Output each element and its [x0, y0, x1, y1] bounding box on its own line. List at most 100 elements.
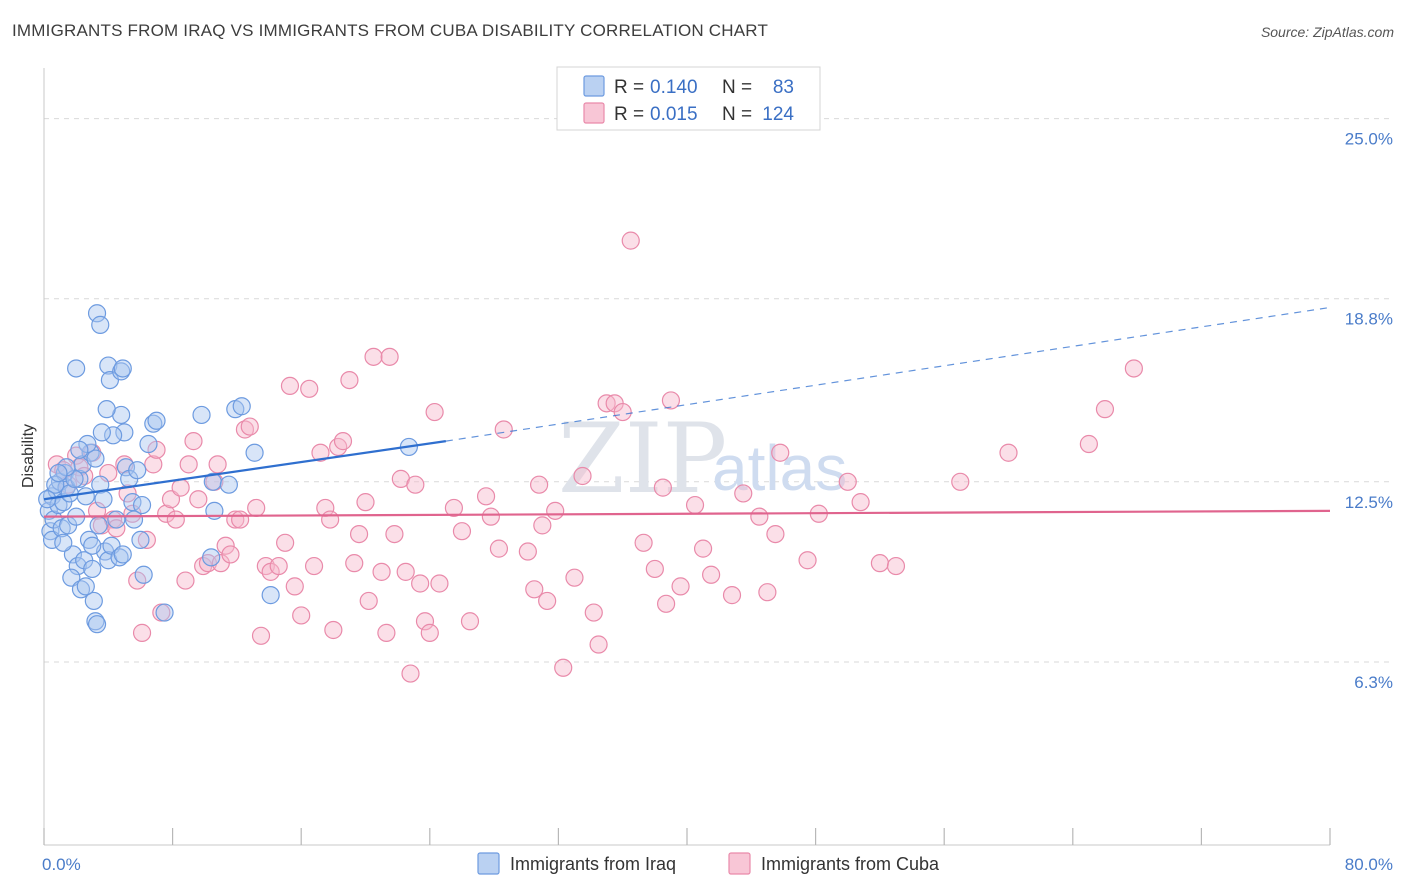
series-iraq-points	[38, 304, 419, 634]
point-iraq-5	[42, 530, 62, 550]
point-cuba-75	[430, 574, 449, 593]
point-iraq-56	[147, 411, 166, 430]
legend-swatch-iraq	[583, 75, 605, 97]
point-cuba-72	[415, 612, 435, 631]
point-cuba-58	[345, 554, 364, 573]
point-cuba-76	[444, 498, 464, 518]
point-cuba-46	[280, 376, 300, 396]
point-cuba-103	[671, 577, 690, 596]
point-iraq-68	[86, 612, 105, 631]
point-iraq-78	[83, 536, 102, 555]
point-cuba-65	[380, 347, 399, 366]
point-cuba-110	[758, 583, 777, 602]
point-iraq-81	[49, 463, 68, 483]
point-cuba-45	[276, 533, 295, 552]
point-cuba-120	[999, 443, 1018, 462]
legend-n-label-iraq: N =	[722, 77, 752, 98]
point-cuba-111	[766, 524, 785, 544]
point-cuba-71	[411, 574, 430, 593]
point-iraq-70	[84, 591, 103, 611]
point-cuba-116	[851, 493, 870, 512]
point-iraq-27	[91, 475, 110, 494]
point-iraq-28	[94, 490, 113, 509]
point-iraq-42	[92, 423, 111, 442]
point-iraq-66	[261, 586, 280, 605]
point-cuba-17	[137, 530, 156, 550]
watermark: ZIP atlas	[558, 403, 847, 515]
chart-source: Source: ZipAtlas.com	[1260, 24, 1394, 40]
point-cuba-63	[372, 562, 391, 581]
point-cuba-79	[476, 487, 496, 506]
point-iraq-50	[112, 362, 131, 381]
series-cuba-points	[47, 231, 1143, 683]
legend-box: R = 0.140 N = 83 R = 0.015 N = 124	[556, 66, 821, 131]
point-cuba-119	[951, 472, 970, 491]
point-iraq-65	[245, 443, 264, 462]
tick-labels: 6.3% 12.5% 18.8% 25.0% 0.0% 80.0%	[42, 130, 1393, 874]
point-cuba-59	[349, 524, 369, 544]
point-cuba-69	[401, 664, 420, 683]
point-iraq-53	[134, 565, 153, 584]
point-cuba-30	[198, 554, 218, 573]
y-tick-label-2: 18.8%	[1345, 310, 1393, 329]
point-iraq-26	[86, 449, 105, 468]
point-cuba-107	[722, 586, 742, 605]
trend-line-cuba	[43, 509, 1331, 518]
point-cuba-26	[179, 455, 198, 474]
point-cuba-91	[573, 466, 592, 486]
point-cuba-44	[269, 556, 288, 576]
point-cuba-23	[166, 510, 185, 529]
point-cuba-55	[329, 437, 348, 457]
legend-r-value-iraq: 0.140	[650, 77, 698, 98]
y-tick-label-1: 12.5%	[1345, 493, 1393, 512]
point-iraq-47	[91, 315, 110, 334]
bottom-legend: Immigrants from Iraq Immigrants from Cub…	[477, 852, 940, 875]
point-cuba-100	[653, 478, 672, 497]
point-cuba-18	[144, 455, 163, 474]
point-cuba-37	[231, 510, 250, 529]
bottom-legend-swatch-cuba	[728, 852, 751, 875]
point-cuba-117	[870, 554, 890, 573]
x-tick-label-max: 80.0%	[1345, 855, 1393, 874]
point-iraq-21	[71, 580, 91, 599]
point-cuba-74	[425, 402, 444, 422]
point-iraq-35	[113, 545, 132, 564]
point-iraq-79	[70, 440, 89, 459]
legend-swatch-cuba	[583, 102, 605, 124]
point-cuba-24	[171, 478, 190, 497]
point-cuba-32	[208, 455, 227, 474]
point-cuba-101	[657, 594, 676, 613]
point-cuba-112	[771, 443, 790, 462]
point-cuba-42	[256, 556, 275, 576]
point-cuba-99	[645, 559, 664, 579]
point-cuba-41	[251, 626, 271, 645]
point-iraq-72	[46, 475, 65, 494]
point-cuba-92	[584, 603, 603, 622]
point-cuba-115	[838, 472, 857, 491]
point-iraq-58	[192, 405, 211, 425]
point-cuba-57	[340, 370, 359, 390]
point-cuba-34	[216, 536, 235, 555]
watermark-zip: ZIP	[558, 403, 727, 515]
point-cuba-82	[494, 420, 513, 439]
point-cuba-80	[481, 507, 500, 526]
point-cuba-27	[184, 432, 203, 451]
point-iraq-54	[139, 434, 158, 454]
point-cuba-54	[324, 620, 343, 640]
point-cuba-96	[613, 402, 632, 422]
point-cuba-28	[189, 490, 208, 509]
point-iraq-34	[110, 548, 129, 567]
point-cuba-88	[546, 501, 565, 520]
legend-n-value-cuba: 124	[762, 104, 794, 125]
point-cuba-85	[530, 475, 549, 494]
y-tick-label-3: 25.0%	[1345, 130, 1393, 149]
legend-r-value-cuba: 0.015	[650, 104, 698, 125]
point-cuba-22	[161, 490, 181, 509]
point-cuba-7	[87, 501, 107, 520]
point-cuba-62	[364, 347, 383, 366]
point-cuba-105	[693, 539, 713, 558]
point-iraq-23	[79, 530, 99, 550]
point-iraq-45	[67, 359, 86, 378]
point-cuba-66	[385, 524, 404, 544]
